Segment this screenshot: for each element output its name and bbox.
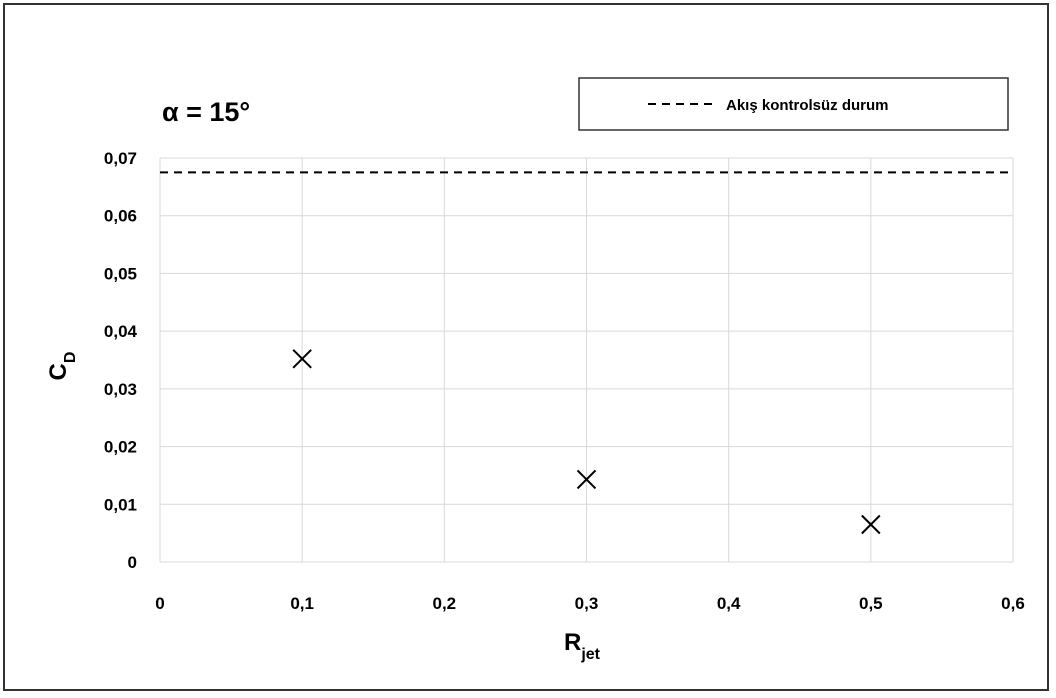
x-tick-label: 0,1 xyxy=(290,594,314,613)
y-tick-label: 0,04 xyxy=(104,322,138,341)
y-tick-label: 0,01 xyxy=(104,495,137,514)
svg-text:CD: CD xyxy=(45,352,79,381)
x-tick-labels: 0 0,1 0,2 0,3 0,4 0,5 0,6 xyxy=(155,594,1025,613)
chart-annotation: α = 15° xyxy=(162,97,250,127)
y-tick-labels: 0 0,01 0,02 0,03 0,04 0,05 0,06 0,07 xyxy=(104,149,138,572)
x-axis-title-sub: jet xyxy=(580,646,600,663)
y-tick-label: 0,05 xyxy=(104,264,137,283)
y-tick-label: 0,06 xyxy=(104,207,137,226)
x-tick-label: 0,5 xyxy=(859,594,883,613)
x-axis-title-main: R xyxy=(564,629,581,656)
y-axis-title-main: C xyxy=(45,363,72,380)
data-point-marker xyxy=(576,469,597,490)
data-point-marker xyxy=(292,349,312,369)
legend-label: Akış kontrolsüz durum xyxy=(726,97,889,114)
x-tick-label: 0,6 xyxy=(1001,594,1025,613)
y-axis-title-sub: D xyxy=(62,352,79,364)
x-tick-label: 0 xyxy=(155,594,164,613)
series-layer xyxy=(160,171,1013,535)
y-tick-label: 0 xyxy=(128,553,137,572)
data-point-marker xyxy=(861,514,881,535)
y-tick-label: 0,07 xyxy=(104,149,137,168)
y-tick-label: 0,02 xyxy=(104,438,137,457)
grid xyxy=(159,157,1014,563)
x-tick-label: 0,4 xyxy=(717,594,741,613)
x-tick-label: 0,3 xyxy=(575,594,599,613)
y-axis-title: CD xyxy=(45,352,79,381)
legend: Akış kontrolsüz durum xyxy=(578,77,1009,131)
svg-text:Rjet: Rjet xyxy=(564,629,601,663)
x-axis-title: Rjet xyxy=(564,629,601,663)
x-tick-label: 0,2 xyxy=(433,594,457,613)
y-tick-label: 0,03 xyxy=(104,380,137,399)
